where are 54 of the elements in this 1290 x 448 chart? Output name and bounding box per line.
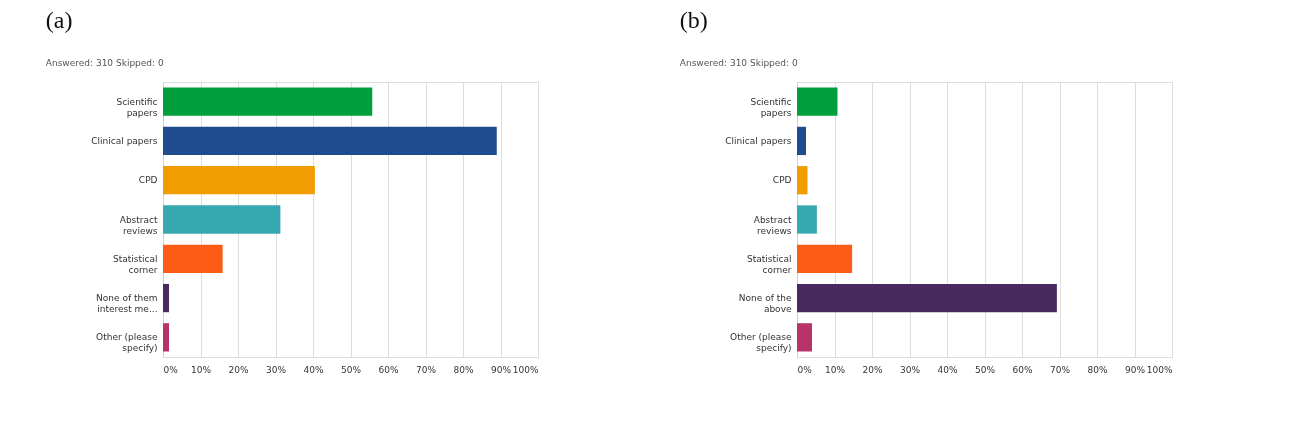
bar (163, 244, 223, 273)
x-tick-label: 80% (453, 364, 474, 375)
y-tick-label: Statistical corner (113, 253, 158, 275)
x-tick-label: 40% (303, 364, 324, 375)
x-tick-label: 60% (1012, 364, 1033, 375)
y-tick-label: Other (please specify) (96, 332, 158, 354)
chart-subtitle: Answered: 310 Skipped: 0 (45, 58, 164, 68)
x-tick-label: 20% (862, 364, 883, 375)
x-tick-label: 0% (797, 364, 813, 375)
bar (163, 166, 315, 195)
x-tick-label: 10% (824, 364, 846, 375)
bar (163, 323, 169, 352)
chart-title: (b) (679, 7, 708, 33)
x-tick-label: 70% (1049, 364, 1071, 375)
y-tick-label: Clinical papers (725, 135, 792, 146)
y-tick-label: Statistical corner (747, 253, 792, 275)
bar (797, 283, 1057, 313)
y-tick-label: CPD (138, 175, 158, 186)
y-tick-label: None of the above (738, 293, 792, 315)
x-tick-label: 10% (190, 364, 212, 375)
y-tick-label: Scientific papers (750, 96, 792, 118)
x-tick-label: 30% (265, 364, 287, 375)
x-tick-label: 70% (415, 364, 437, 375)
x-tick-label: 100% (1146, 364, 1173, 375)
bar (797, 244, 853, 273)
x-tick-label: 0% (163, 364, 179, 375)
y-tick-label: Scientific papers (116, 96, 158, 118)
bar (797, 166, 808, 195)
bar (163, 205, 281, 234)
x-tick-label: 100% (512, 364, 539, 375)
bar (797, 205, 817, 234)
y-tick-label: Other (please specify) (730, 332, 792, 354)
y-tick-label: Clinical papers (91, 135, 158, 146)
y-tick-label: Abstract reviews (753, 214, 792, 236)
y-tick-label: Abstract reviews (119, 214, 158, 236)
x-tick-label: 30% (899, 364, 921, 375)
bar (797, 126, 806, 156)
x-tick-label: 40% (937, 364, 958, 375)
x-tick-label: 50% (340, 364, 362, 375)
bar (797, 87, 838, 116)
bar (797, 323, 812, 352)
x-tick-label: 80% (1087, 364, 1108, 375)
chart-title: (a) (45, 7, 73, 33)
bar (163, 126, 497, 156)
y-tick-label: None of them interest me... (96, 293, 158, 315)
x-tick-label: 20% (228, 364, 249, 375)
y-tick-label: CPD (772, 175, 792, 186)
x-tick-label: 50% (974, 364, 996, 375)
x-tick-label: 90% (1124, 364, 1146, 375)
x-tick-label: 60% (378, 364, 399, 375)
chart-subtitle: Answered: 310 Skipped: 0 (679, 58, 798, 68)
bar (163, 283, 169, 313)
bar (163, 87, 373, 116)
x-tick-label: 90% (490, 364, 512, 375)
